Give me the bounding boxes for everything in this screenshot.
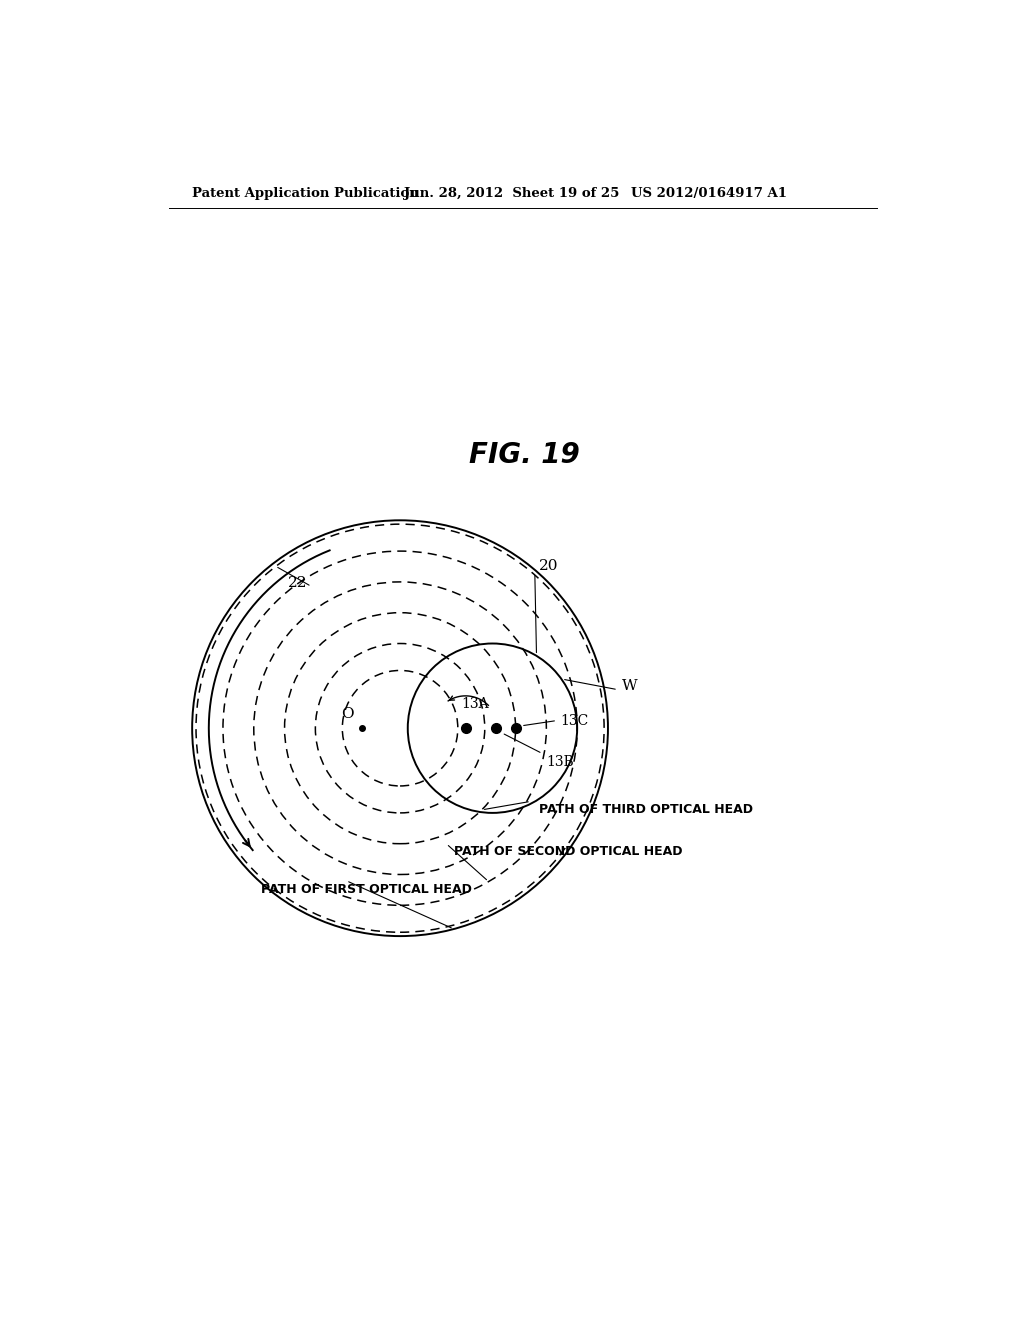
Text: O: O [341,706,354,721]
Text: Patent Application Publication: Patent Application Publication [193,186,419,199]
Text: Jun. 28, 2012  Sheet 19 of 25: Jun. 28, 2012 Sheet 19 of 25 [403,186,620,199]
Text: PATH OF SECOND OPTICAL HEAD: PATH OF SECOND OPTICAL HEAD [454,845,682,858]
Text: PATH OF THIRD OPTICAL HEAD: PATH OF THIRD OPTICAL HEAD [539,803,753,816]
Text: 22: 22 [288,576,307,590]
Text: 13C: 13C [560,714,589,727]
Text: FIG. 19: FIG. 19 [469,441,581,469]
Text: 13A: 13A [462,697,489,711]
Text: 20: 20 [539,560,558,573]
Text: W: W [622,678,638,693]
Text: 13B: 13B [547,755,574,770]
Text: PATH OF FIRST OPTICAL HEAD: PATH OF FIRST OPTICAL HEAD [261,883,472,896]
Text: US 2012/0164917 A1: US 2012/0164917 A1 [631,186,787,199]
